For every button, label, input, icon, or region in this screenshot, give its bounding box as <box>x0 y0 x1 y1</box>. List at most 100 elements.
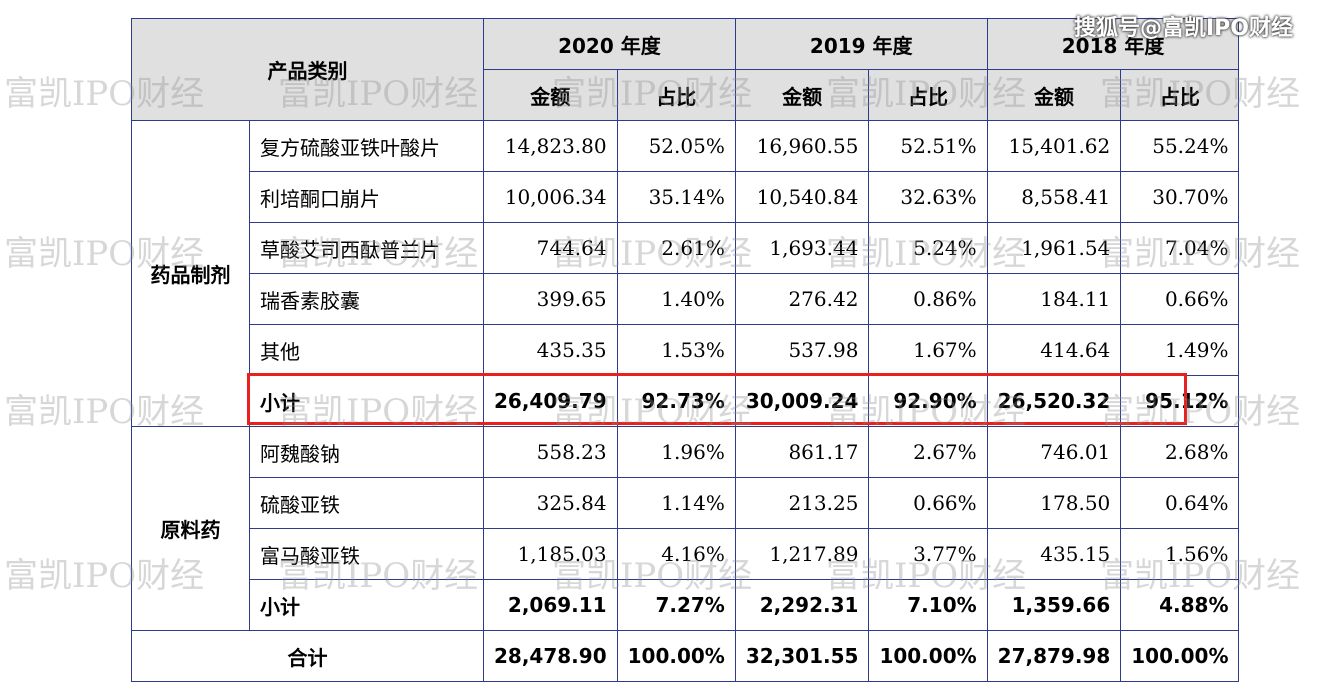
header-ratio: 占比 <box>616 69 736 121</box>
ratio-cell: 2.67% <box>868 426 988 478</box>
ratio-cell: 92.90% <box>868 375 988 427</box>
table-row: 原料药 阿魏酸钠 558.23 1.96% 861.17 2.67% 746.01 2.68% <box>131 426 1240 631</box>
amount-cell: 26,520.32 <box>986 375 1122 427</box>
header-year-2019: 2019 年度 <box>734 18 988 70</box>
total-row: 合计 28,478.90 100.00% 32,301.55 100.00% 27,879… <box>131 630 1240 682</box>
ratio-cell: 7.04% <box>1120 222 1240 274</box>
amount-cell: 26,409.79 <box>483 375 618 427</box>
table-row: 草酸艾司西酞普兰片 744.64 2.61% 1,693.44 5.24% 1,961.5… <box>132 222 1240 274</box>
amount-cell: 178.50 <box>986 477 1122 529</box>
header-ratio: 占比 <box>868 69 988 121</box>
ratio-cell: 1.96% <box>616 426 736 478</box>
ratio-cell: 100.00% <box>868 630 988 682</box>
header-ratio: 占比 <box>1120 69 1240 121</box>
product-name-cell: 阿魏酸钠 <box>249 426 484 478</box>
amount-cell: 1,693.44 <box>734 222 870 274</box>
ratio-cell: 0.66% <box>1120 273 1240 325</box>
ratio-cell: 2.61% <box>616 222 736 274</box>
amount-cell: 14,823.80 <box>483 120 618 172</box>
amount-cell: 28,478.90 <box>483 630 618 682</box>
amount-cell: 10,006.34 <box>483 171 618 223</box>
amount-cell: 1,961.54 <box>986 222 1122 274</box>
ratio-cell: 1.53% <box>616 324 736 376</box>
ratio-cell: 0.86% <box>868 273 988 325</box>
subtotal-row: 小计 26,409.79 92.73% 30,009.24 92.90% 26,520.3… <box>132 375 1240 427</box>
header-amount: 金额 <box>483 69 618 121</box>
total-label: 合计 <box>131 630 484 682</box>
ratio-cell: 100.00% <box>1120 630 1240 682</box>
ratio-cell: 92.73% <box>616 375 736 427</box>
amount-cell: 32,301.55 <box>734 630 870 682</box>
amount-cell: 276.42 <box>734 273 870 325</box>
ratio-cell: 1.56% <box>1120 528 1240 580</box>
header-amount: 金额 <box>986 69 1122 121</box>
amount-cell: 414.64 <box>986 324 1122 376</box>
category-cell: 药品制剂 <box>131 120 250 427</box>
amount-cell: 435.35 <box>483 324 618 376</box>
table-row: 硫酸亚铁 325.84 1.14% 213.25 0.66% 178.50 0.64% <box>132 477 1240 529</box>
product-name-cell: 草酸艾司西酞普兰片 <box>249 222 484 274</box>
product-name-cell: 复方硫酸亚铁叶酸片 <box>249 120 484 172</box>
amount-cell: 399.65 <box>483 273 618 325</box>
product-name-cell: 富马酸亚铁 <box>249 528 484 580</box>
ratio-cell: 95.12% <box>1120 375 1240 427</box>
product-revenue-table: 产品类别 2020 年度 2019 年度 2018 年度 金额 占比 金额 占比… <box>131 18 1240 682</box>
amount-cell: 1,359.66 <box>986 579 1122 631</box>
ratio-cell: 7.27% <box>616 579 736 631</box>
header-amount: 金额 <box>734 69 870 121</box>
amount-cell: 8,558.41 <box>986 171 1122 223</box>
ratio-cell: 32.63% <box>868 171 988 223</box>
ratio-cell: 52.51% <box>868 120 988 172</box>
table-row: 瑞香素胶囊 399.65 1.40% 276.42 0.86% 184.11 0.66% <box>132 273 1240 325</box>
ratio-cell: 4.16% <box>616 528 736 580</box>
ratio-cell: 1.40% <box>616 273 736 325</box>
ratio-cell: 0.66% <box>868 477 988 529</box>
amount-cell: 746.01 <box>986 426 1122 478</box>
product-name-cell: 硫酸亚铁 <box>249 477 484 529</box>
category-cell: 原料药 <box>131 426 250 631</box>
header-product-category: 产品类别 <box>131 18 484 121</box>
table-row: 其他 435.35 1.53% 537.98 1.67% 414.64 1.49% <box>132 324 1240 376</box>
amount-cell: 30,009.24 <box>734 375 870 427</box>
ratio-cell: 55.24% <box>1120 120 1240 172</box>
amount-cell: 744.64 <box>483 222 618 274</box>
ratio-cell: 1.49% <box>1120 324 1240 376</box>
table-row: 富马酸亚铁 1,185.03 4.16% 1,217.89 3.77% 435.15 1.5… <box>132 528 1240 580</box>
amount-cell: 184.11 <box>986 273 1122 325</box>
amount-cell: 2,069.11 <box>483 579 618 631</box>
amount-cell: 325.84 <box>483 477 618 529</box>
product-name-cell: 其他 <box>249 324 484 376</box>
amount-cell: 435.15 <box>986 528 1122 580</box>
ratio-cell: 4.88% <box>1120 579 1240 631</box>
ratio-cell: 30.70% <box>1120 171 1240 223</box>
header-year-2020: 2020 年度 <box>483 18 736 70</box>
ratio-cell: 7.10% <box>868 579 988 631</box>
product-name-cell: 小计 <box>249 579 484 631</box>
product-name-cell: 瑞香素胶囊 <box>249 273 484 325</box>
header-row-columns: 金额 占比 金额 占比 金额 占比 <box>132 69 1240 121</box>
source-label: 搜狐号@富凯IPO财经 <box>1073 16 1293 41</box>
product-name-cell: 利培酮口崩片 <box>249 171 484 223</box>
ratio-cell: 0.64% <box>1120 477 1240 529</box>
amount-cell: 2,292.31 <box>734 579 870 631</box>
table-row: 药品制剂 复方硫酸亚铁叶酸片 14,823.80 52.05% 16,960.55 52.… <box>131 120 1240 427</box>
amount-cell: 558.23 <box>483 426 618 478</box>
ratio-cell: 5.24% <box>868 222 988 274</box>
header-year-2018: 2018 年度 <box>986 18 1240 70</box>
ratio-cell: 100.00% <box>616 630 736 682</box>
table-row: 利培酮口崩片 10,006.34 35.14% 10,540.84 32.63% 8,55… <box>132 171 1240 223</box>
amount-cell: 861.17 <box>734 426 870 478</box>
amount-cell: 537.98 <box>734 324 870 376</box>
amount-cell: 15,401.62 <box>986 120 1122 172</box>
header-row-years: 产品类别 2020 年度 2019 年度 2018 年度 <box>131 18 1240 121</box>
product-name-cell: 小计 <box>249 375 484 427</box>
amount-cell: 10,540.84 <box>734 171 870 223</box>
ratio-cell: 1.67% <box>868 324 988 376</box>
amount-cell: 27,879.98 <box>986 630 1122 682</box>
amount-cell: 213.25 <box>734 477 870 529</box>
subtotal-row: 小计 2,069.11 7.27% 2,292.31 7.10% 1,359.66 4.88… <box>132 579 1240 631</box>
ratio-cell: 1.14% <box>616 477 736 529</box>
ratio-cell: 3.77% <box>868 528 988 580</box>
amount-cell: 16,960.55 <box>734 120 870 172</box>
ratio-cell: 52.05% <box>616 120 736 172</box>
